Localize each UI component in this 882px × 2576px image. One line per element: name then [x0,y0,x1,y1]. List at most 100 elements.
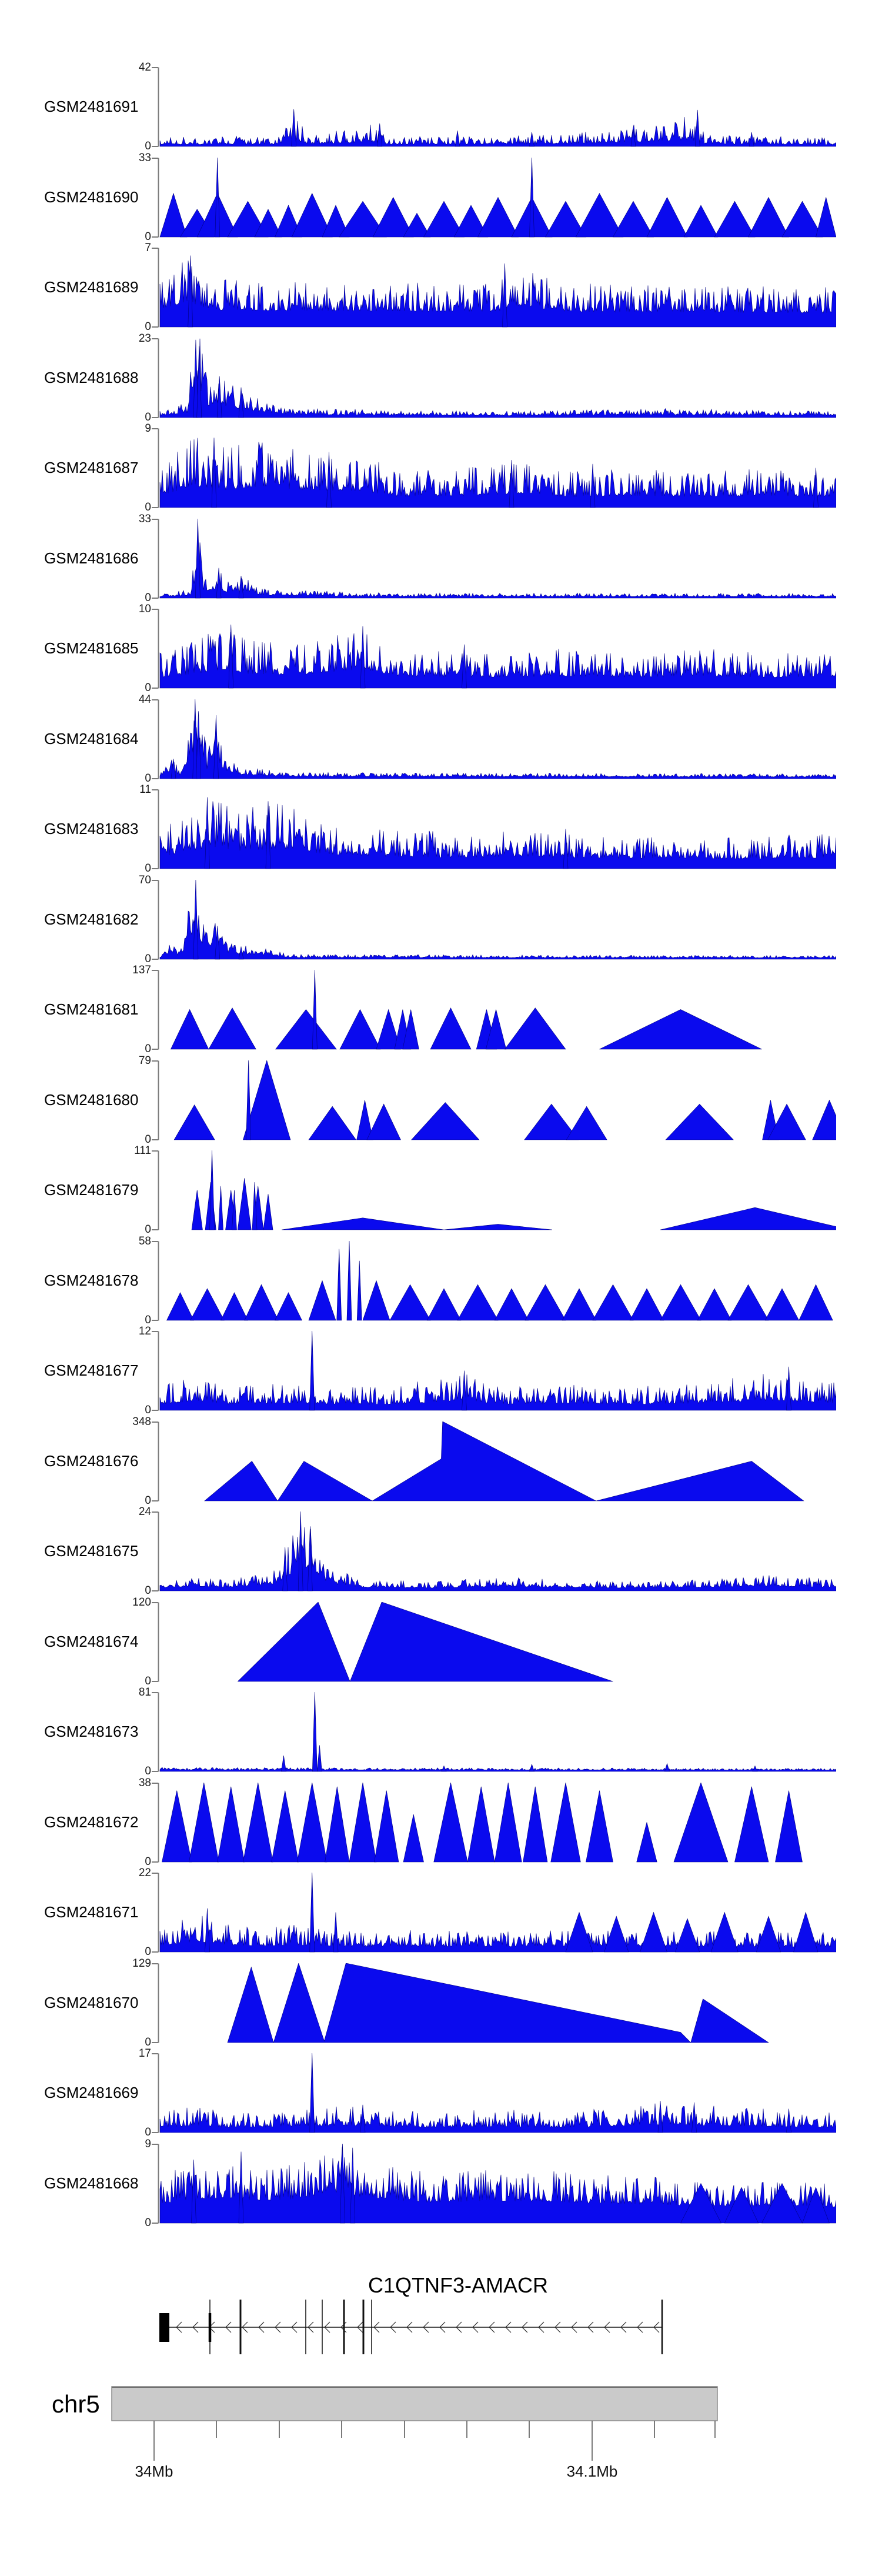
signal-peak-triangle [629,1287,664,1320]
track-label: GSM2481674 [44,1632,139,1650]
strand-direction-chevron-icon [291,2321,298,2333]
track-ymax-label: 79 [138,1054,151,1067]
track-ymax-label: 11 [139,783,151,796]
signal-peak-triangle [389,1284,431,1320]
track-zero-label: 0 [145,1223,151,1236]
track-plot [152,1511,836,1591]
signal-peak-triangle [673,1782,729,1862]
track-ymax-label: 10 [138,603,151,615]
signal-area [159,338,836,418]
data-track-row: GSM2481672 38 0 [0,1776,882,1870]
signal-peak-triangle [453,204,489,237]
signal-peak-triangle [566,1106,607,1140]
track-plot [152,789,836,869]
data-track-row: GSM2481691 42 0 [0,61,882,154]
signal-area [159,261,836,328]
track-ymax-label: 348 [132,1415,151,1428]
track-zero-label: 0 [145,1133,151,1146]
signal-peak-triangle [366,1103,401,1140]
signal-peak-triangle [275,204,302,237]
track-zero-label: 0 [145,591,151,604]
signal-spike [664,1763,670,1772]
signal-peak-triangle [281,1217,445,1230]
signal-peak-triangle [217,1786,245,1862]
signal-area [159,720,836,779]
signal-peak-triangle [403,1814,424,1862]
signal-spike [309,2053,315,2133]
signal-spike [749,132,754,147]
track-ymax-label: 33 [138,512,151,525]
data-track-row: GSM2481669 17 0 [0,2047,882,2140]
signal-peak-triangle [764,1287,800,1320]
signal-spike [195,518,201,598]
signal-peak-triangle [604,1916,629,1953]
signal-peak-triangle [660,1207,836,1230]
exon-line [343,2300,345,2354]
signal-peak-triangle [565,1911,593,1953]
signal-spike [360,626,366,689]
track-label: GSM2481675 [44,1542,139,1560]
signal-area [227,1963,769,2043]
signal-spike [215,157,220,237]
track-zero-label: 0 [145,1043,151,1055]
signal-peak-triangle [524,1103,579,1140]
data-track-row: GSM2481677 12 0 [0,1325,882,1418]
signal-peak-triangle [494,1287,529,1320]
track-label: GSM2481669 [44,2084,139,2101]
signal-spike [462,1370,467,1411]
data-track-row: GSM2481686 33 0 [0,512,882,606]
gene-name-label: C1QTNF3-AMACR [368,2273,549,2297]
chromosome-label: chr5 [52,2390,100,2418]
signal-spike [529,132,534,147]
signal-peak-triangle [697,1287,732,1320]
data-track-row: GSM2481675 24 0 [0,1506,882,1599]
signal-spike [356,1260,362,1320]
track-ymax-label: 137 [132,964,151,976]
signal-spike [462,644,467,689]
track-plot [152,1692,836,1772]
signal-area [159,438,836,508]
signal-spike [282,1547,288,1591]
data-track-row: GSM2481679 111 0 [0,1144,882,1237]
data-track-row: GSM2481687 9 0 [0,422,882,515]
track-ymax-label: 44 [138,693,151,706]
signal-peak-triangle [374,1790,399,1862]
strand-direction-chevron-icon [308,2321,314,2333]
track-label: GSM2481687 [44,459,139,476]
signal-spike [312,970,318,1050]
signal-spike [191,2159,196,2223]
data-track-row: GSM2481668 9 0 [0,2138,882,2231]
track-label: GSM2481668 [44,2174,139,2192]
data-track-row: GSM2481682 70 0 [0,873,882,967]
track-label: GSM2481691 [44,98,139,115]
signal-peak-triangle [220,1292,248,1320]
signal-area [159,2103,836,2133]
signal-spike [215,925,220,959]
signal-spike [196,710,201,779]
signal-peak-triangle [191,1190,203,1230]
track-plot [152,1060,836,1140]
signal-peak-triangle [403,212,431,237]
track-label: GSM2481671 [44,1903,139,1921]
signal-peak-triangle [714,201,756,237]
signal-peak-triangle [162,1790,192,1862]
signal-peak-triangle [683,204,719,237]
track-label: GSM2481685 [44,639,139,657]
signal-area [159,542,836,598]
track-ymax-label: 38 [138,1776,151,1789]
track-zero-label: 0 [145,772,151,785]
signal-peak-triangle [237,1178,252,1230]
signal-peak-triangle [166,1292,194,1320]
strand-direction-chevron-icon [242,2321,248,2333]
signal-spike [309,1331,315,1411]
track-zero-label: 0 [145,1674,151,1687]
gene-model [159,2300,663,2354]
strand-direction-chevron-icon [653,2321,660,2333]
ruler-label-34-1mb: 34.1Mb [567,2462,618,2480]
track-ymax-label: 70 [138,873,151,886]
data-track-row: GSM2481683 11 0 [0,783,882,876]
track-label: GSM2481683 [44,820,139,837]
exon-line [661,2300,663,2354]
signal-peak-triangle [308,1280,336,1320]
track-ymax-label: 42 [138,61,151,74]
